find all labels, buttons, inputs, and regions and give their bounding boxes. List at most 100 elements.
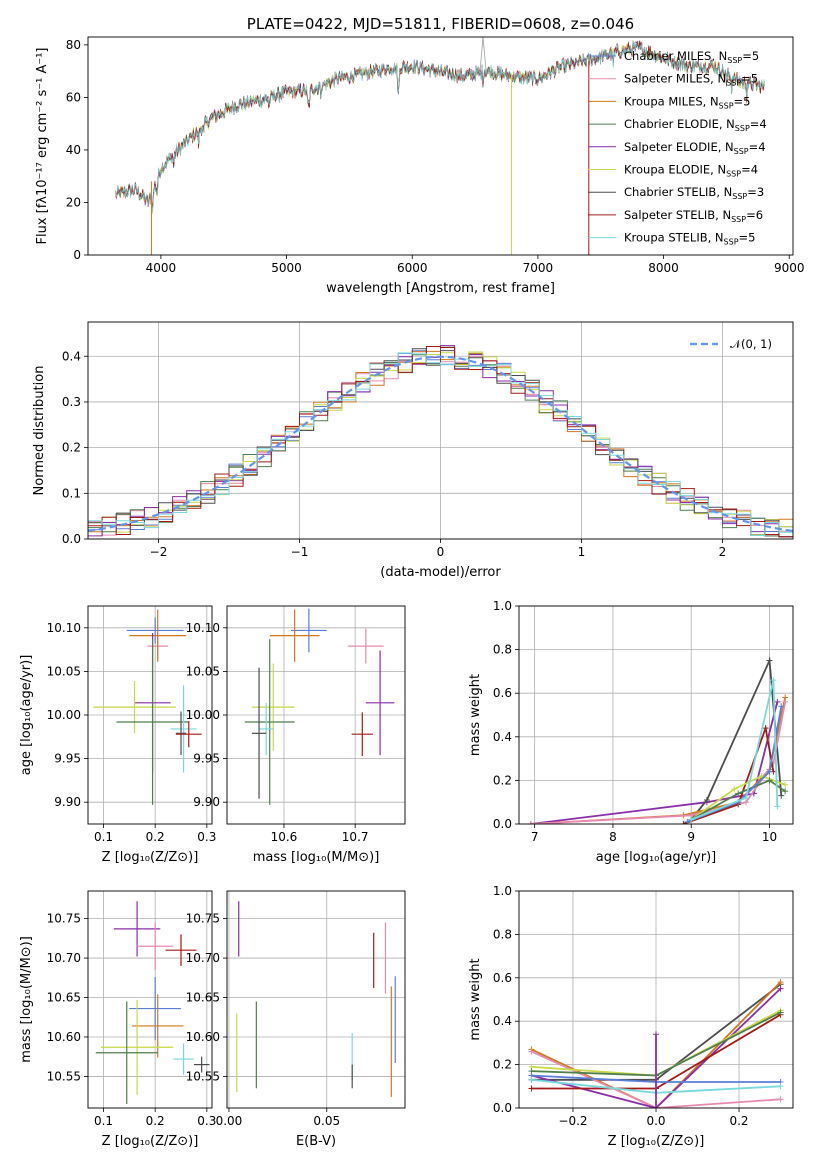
data-marker [777, 979, 784, 986]
y-tick-label: 9.95 [193, 752, 220, 766]
x-axis-label: Z [log₁₀(Z/Z⊙)] [102, 850, 199, 865]
x-tick-label: 0.1 [94, 830, 113, 844]
x-tick-label: 1 [578, 545, 586, 559]
x-tick-label: 10.6 [271, 830, 298, 844]
data-marker [680, 821, 687, 824]
y-tick-label: 10.55 [186, 1069, 220, 1083]
x-tick-label: 0.3 [197, 830, 216, 844]
y-tick-label: 0.0 [62, 532, 81, 546]
data-marker [778, 703, 785, 710]
plot-area [528, 979, 784, 1108]
axes-frame [518, 890, 794, 1109]
data-marker [782, 788, 789, 795]
legend-entry: 𝒩(0, 1) [730, 337, 772, 351]
x-axis-label: wavelength [Angstrom, rest frame] [326, 281, 555, 296]
data-point [348, 628, 384, 664]
plot-area [236, 901, 396, 1097]
data-marker [527, 821, 534, 824]
axes-frame [226, 605, 406, 825]
x-tick-label: 6000 [397, 261, 428, 275]
y-tick-label: 60 [66, 90, 81, 104]
plot-area [95, 901, 210, 1105]
data-marker [766, 777, 773, 784]
x-tick-label: −1 [291, 545, 309, 559]
x-axis-label: (data-model)/error [380, 565, 501, 580]
axes-frame [87, 321, 794, 540]
y-tick-label: 10.75 [47, 912, 81, 926]
axes-frame [518, 605, 794, 825]
data-point [251, 667, 267, 799]
data-marker [782, 781, 789, 788]
data-marker [777, 985, 784, 992]
axes-age-vs-Z: 0.1 0.2 0.3 9.90 9.95 10.00 10.05 10.10 Z [log₁₀… [19, 605, 216, 865]
x-tick-label: 8 [609, 830, 617, 844]
y-tick-label: 10.10 [186, 621, 220, 635]
y-tick-label: 10.00 [186, 708, 220, 722]
x-tick-label: 0.2 [146, 830, 165, 844]
y-tick-label: 0.2 [62, 441, 81, 455]
y-tick-label: 0.8 [493, 643, 512, 657]
legend-entry: Kroupa MILES, NSSP=5 [624, 94, 750, 110]
x-tick-label: 0.2 [146, 1114, 165, 1128]
data-point [100, 999, 174, 1095]
y-axis-label: age [log₁₀(age/yr)] [19, 655, 34, 776]
y-tick-label: 20 [66, 195, 81, 209]
data-point [170, 685, 197, 773]
y-tick-label: 1.0 [493, 599, 512, 613]
data-marker [653, 1031, 659, 1038]
axes-mass-vs-Z: 0.1 0.2 0.3 10.55 10.60 10.65 10.70 10.75 Z [log… [19, 890, 216, 1149]
y-tick-label: 10.75 [186, 912, 220, 926]
y-tick-label: 0.8 [493, 927, 512, 941]
data-marker [766, 657, 773, 664]
y-tick-label: 0 [73, 248, 81, 262]
plot-area [115, 37, 765, 255]
x-axis-label: E(B-V) [296, 1134, 336, 1149]
data-marker [777, 1096, 784, 1103]
x-tick-label: −0.2 [558, 1114, 587, 1128]
data-marker [774, 803, 781, 810]
y-tick-label: 10.55 [47, 1069, 81, 1083]
chart-title: PLATE=0422, MJD=51811, FIBERID=0608, z=0… [247, 15, 634, 33]
y-tick-label: 0.2 [493, 1058, 512, 1072]
data-marker [782, 698, 789, 705]
data-marker [703, 797, 710, 804]
series-line [115, 40, 765, 212]
x-tick-label: 9 [687, 830, 695, 844]
data-marker [653, 1105, 659, 1108]
plot-area [93, 609, 202, 805]
data-marker [758, 773, 765, 780]
series-line [530, 701, 787, 824]
data-marker [766, 768, 773, 775]
axes-spectrum: 4000 5000 6000 7000 8000 9000 0 20 40 60 80 Chabrie… [35, 36, 805, 296]
data-marker [688, 816, 695, 823]
data-point [173, 1043, 194, 1075]
data-marker [770, 677, 777, 684]
data-point [116, 639, 189, 805]
x-tick-label: 8000 [648, 261, 679, 275]
data-marker [762, 725, 769, 732]
data-marker [735, 790, 742, 797]
series-line [690, 679, 779, 821]
axes-frame [87, 890, 213, 1109]
data-marker [528, 1076, 535, 1083]
legend-entry: Kroupa STELIB, NSSP=5 [624, 231, 755, 247]
data-point [193, 1056, 210, 1073]
plot-area [527, 656, 789, 824]
y-tick-label: 0.4 [493, 730, 512, 744]
y-tick-label: 0.4 [493, 1014, 512, 1028]
y-tick-label: 10.60 [47, 1030, 81, 1044]
y-tick-label: 10.00 [47, 708, 81, 722]
data-point [93, 680, 176, 734]
y-tick-label: 0.1 [62, 486, 81, 500]
data-point [131, 994, 184, 1058]
data-point [113, 901, 161, 957]
y-tick-label: 0.0 [493, 1101, 512, 1115]
y-tick-label: 10.65 [186, 991, 220, 1005]
legend-entry: Salpeter STELIB, NSSP=6 [624, 208, 763, 224]
data-point [269, 609, 320, 662]
axes-age-vs-mass: 10.6 10.7 9.90 9.95 10.00 10.05 10.10 mass [log… [186, 605, 406, 865]
series-line [531, 987, 782, 1108]
x-tick-label: 0.1 [94, 1114, 113, 1128]
x-tick-label: 4000 [146, 261, 177, 275]
